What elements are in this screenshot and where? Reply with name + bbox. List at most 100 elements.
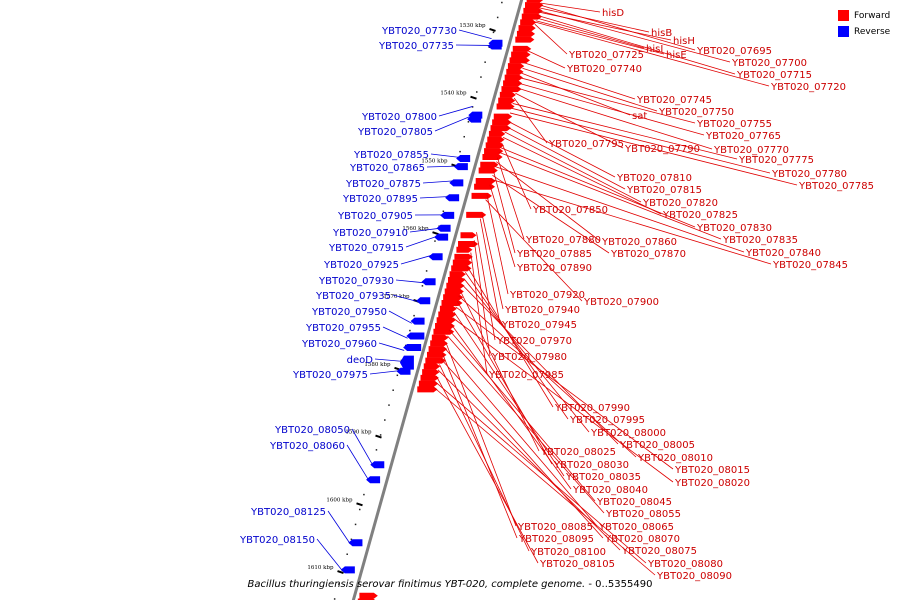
axis-dot xyxy=(426,270,428,272)
reverse-gene xyxy=(416,297,430,304)
forward-gene xyxy=(446,283,464,289)
forward-gene-label: YBT020_07860 xyxy=(601,237,677,248)
axis-dot xyxy=(334,598,336,600)
reverse-gene xyxy=(370,461,384,468)
forward-gene xyxy=(501,86,521,92)
reverse-gene-label: deoD xyxy=(347,355,374,366)
reverse-gene xyxy=(400,356,414,370)
reverse-leader-line xyxy=(406,237,436,247)
legend-reverse: Reverse xyxy=(838,24,898,39)
forward-gene xyxy=(515,37,534,43)
forward-gene-label: YBT020_07890 xyxy=(516,263,592,274)
forward-gene xyxy=(520,19,536,25)
forward-gene xyxy=(456,247,472,253)
reverse-gene xyxy=(456,155,470,162)
forward-gene-label: YBT020_07810 xyxy=(616,173,692,184)
forward-gene-label: YBT020_07845 xyxy=(772,260,848,271)
reverse-gene-label: YBT020_07800 xyxy=(361,112,437,123)
reverse-gene xyxy=(406,333,424,340)
reverse-gene-label: YBT020_08060 xyxy=(269,441,345,452)
reverse-gene-label: YBT020_07955 xyxy=(305,323,381,334)
reverse-gene-label: YBT020_07875 xyxy=(345,179,421,190)
forward-gene xyxy=(417,386,437,392)
tick-mark xyxy=(357,503,363,505)
reverse-gene-label: YBT020_07905 xyxy=(337,211,413,222)
forward-gene-label: hisD xyxy=(602,8,624,19)
forward-gene-label: YBT020_08085 xyxy=(517,522,593,533)
reverse-leader-line xyxy=(459,30,492,39)
forward-gene xyxy=(479,167,498,173)
reverse-gene-label: YBT020_07910 xyxy=(332,228,408,239)
forward-gene-label: YBT020_08040 xyxy=(572,485,648,496)
map-caption: Bacillus thuringiensis serovar finitimus… xyxy=(0,579,900,590)
tick-mark xyxy=(433,232,439,234)
caption-organism: Bacillus thuringiensis serovar finitimus… xyxy=(248,579,586,590)
forward-gene xyxy=(511,52,530,58)
forward-gene xyxy=(492,119,511,125)
reverse-leader-line xyxy=(427,166,456,167)
forward-gene-label: YBT020_07755 xyxy=(696,119,772,130)
reverse-leader-line xyxy=(383,327,408,338)
reverse-gene xyxy=(454,163,468,170)
reverse-gene-label: YBT020_07915 xyxy=(328,243,404,254)
axis-dot xyxy=(359,509,361,511)
reverse-gene-label: YBT020_07735 xyxy=(378,41,454,52)
axis-dot xyxy=(413,315,415,317)
forward-gene xyxy=(461,232,477,238)
forward-swatch xyxy=(838,10,849,21)
forward-gene xyxy=(489,131,505,137)
forward-gene-label: YBT020_07940 xyxy=(504,305,580,316)
reverse-leader-line xyxy=(328,511,350,544)
axis-dot xyxy=(397,375,399,377)
forward-leader-line xyxy=(506,126,625,189)
forward-gene-label: YBT020_07775 xyxy=(738,155,814,166)
strand-legend: Forward Reverse xyxy=(838,8,898,40)
forward-leader-line xyxy=(436,376,538,563)
reverse-gene-label: YBT020_07865 xyxy=(349,163,425,174)
forward-gene-label: sat xyxy=(632,111,647,122)
caption-range: - 0..5355490 xyxy=(588,579,652,590)
axis-dot xyxy=(363,494,365,496)
axis-dot xyxy=(484,61,486,63)
axis-dot xyxy=(501,2,503,4)
reverse-leader-line xyxy=(420,197,447,198)
reverse-gene xyxy=(411,318,425,325)
forward-gene-label: YBT020_07840 xyxy=(745,248,821,259)
axis-dot xyxy=(384,419,386,421)
axis-dot xyxy=(409,330,411,332)
forward-gene xyxy=(438,312,456,318)
reverse-leader-line xyxy=(389,311,412,323)
forward-gene-label: YBT020_07885 xyxy=(516,249,592,260)
reverse-leader-line xyxy=(431,154,458,157)
forward-gene-label: YBT020_08080 xyxy=(647,559,723,570)
axis-dot xyxy=(493,32,495,33)
forward-gene-label: YBT020_08005 xyxy=(619,440,695,451)
reverse-gene-label: YBT020_07805 xyxy=(357,127,433,138)
tick-label: 1610 kbp xyxy=(307,565,334,571)
forward-leader-line xyxy=(442,354,517,538)
forward-gene xyxy=(432,335,449,341)
forward-gene xyxy=(484,148,503,154)
forward-gene xyxy=(510,57,530,63)
reverse-leader-line xyxy=(370,371,399,374)
reverse-leader-line xyxy=(439,106,473,116)
reverse-gene xyxy=(422,278,436,285)
forward-gene xyxy=(519,25,536,31)
forward-gene-label: hisE xyxy=(666,50,687,61)
forward-gene xyxy=(421,375,439,381)
reverse-gene-label: YBT020_07975 xyxy=(292,370,368,381)
reverse-gene-label: YBT020_07960 xyxy=(301,339,377,350)
forward-gene xyxy=(487,137,504,143)
forward-gene xyxy=(359,593,377,599)
forward-gene xyxy=(454,254,472,260)
forward-gene-label: hisH xyxy=(673,36,695,47)
axis-dot xyxy=(392,389,394,391)
axis-dot xyxy=(443,211,445,213)
legend-forward: Forward xyxy=(838,8,898,23)
forward-gene-label: YBT020_08095 xyxy=(518,534,594,545)
axis-dot xyxy=(468,121,470,123)
forward-gene-label: YBT020_07850 xyxy=(532,205,608,216)
forward-leader-line xyxy=(535,24,567,54)
forward-leader-line xyxy=(439,364,529,551)
axis-dot xyxy=(380,434,382,436)
